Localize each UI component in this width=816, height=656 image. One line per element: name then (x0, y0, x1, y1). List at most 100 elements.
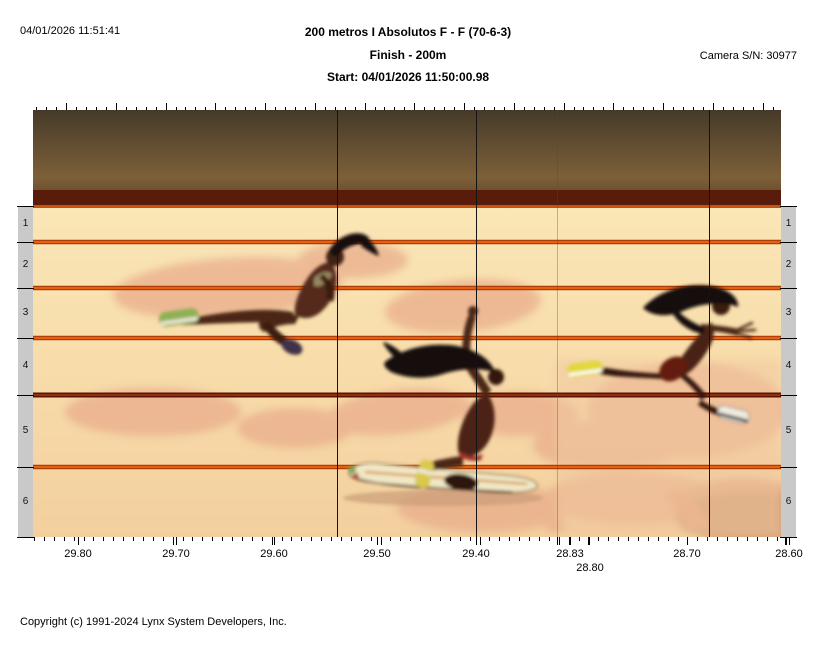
ruler-tick (722, 107, 724, 110)
ruler-tick (331, 537, 332, 541)
lane-divider (17, 206, 34, 207)
ruler-tick (746, 537, 748, 541)
ruler-tick (533, 107, 535, 110)
lane-divider (17, 288, 34, 289)
ruler-tick (623, 107, 625, 110)
ruler-tick (176, 537, 177, 545)
time-axis-label: 28.60 (775, 548, 803, 560)
lane-divider (780, 467, 797, 468)
runner-1-rear-shoe (158, 308, 199, 327)
ruler-tick (732, 107, 734, 110)
lane-divider (17, 242, 34, 243)
ruler-tick (657, 537, 659, 541)
ruler-tick (786, 537, 788, 545)
ruler-tick (275, 107, 276, 110)
ruler-tick (380, 537, 382, 545)
ruler-tick (165, 103, 167, 110)
ruler-tick (538, 537, 540, 541)
ruler-tick (687, 537, 688, 545)
ruler-tick (430, 537, 431, 541)
ruler-tick (202, 537, 204, 541)
runner-3-hair (643, 285, 739, 316)
runner-2-hand (468, 306, 478, 316)
ruler-tick (212, 537, 214, 541)
ruler-tick (142, 537, 144, 541)
ruler-tick (162, 537, 164, 541)
ruler-tick (454, 107, 456, 110)
ruler-tick (568, 537, 570, 545)
runner-3-hand (737, 321, 757, 340)
ruler-tick (489, 537, 491, 541)
runner-2-hair (384, 344, 495, 378)
ruler-tick (56, 107, 58, 110)
ruler-tick (483, 107, 485, 110)
ruler-tick (420, 537, 422, 541)
read-line[interactable] (709, 110, 710, 537)
ruler-tick (34, 537, 35, 541)
ruler-tick (557, 537, 558, 545)
ruler-tick (83, 537, 85, 541)
ruler-tick (377, 537, 378, 545)
time-ruler-top (33, 100, 781, 110)
lane-number: 6 (22, 496, 29, 507)
read-line[interactable] (337, 110, 338, 537)
ruler-tick (673, 107, 674, 110)
lane-gutter-left: 1 2 3 4 5 6 (17, 206, 34, 538)
lane-divider (780, 242, 797, 243)
ruler-tick (785, 537, 786, 545)
read-line[interactable] (476, 110, 477, 537)
ruler-tick (776, 537, 778, 541)
runner-2-silhouette (343, 306, 543, 506)
ruler-tick (682, 107, 684, 110)
time-axis-label: 28.83 (556, 548, 584, 560)
ruler-tick (311, 537, 313, 541)
ruler-tick (558, 537, 560, 545)
ruler-tick (205, 107, 207, 110)
ruler-tick (225, 107, 227, 110)
runner-3-silhouette (566, 285, 757, 424)
lane-number: 2 (22, 259, 29, 270)
ruler-tick (364, 103, 366, 110)
ruler-tick (340, 537, 342, 541)
ruler-tick (43, 537, 45, 541)
lane-number: 3 (785, 307, 792, 318)
ruler-tick (503, 107, 505, 110)
time-axis-label: 29.40 (462, 548, 490, 560)
ruler-tick (677, 537, 679, 541)
ruler-tick (291, 537, 293, 541)
ruler-tick (301, 537, 303, 541)
lane-number: 1 (785, 218, 792, 229)
lane-lines (33, 239, 781, 470)
runner-3-rear-shoe (566, 360, 603, 378)
lane-divider (17, 338, 34, 339)
ruler-tick (573, 107, 575, 110)
ruler-tick (232, 537, 233, 541)
ruler-tick (637, 537, 639, 541)
ruler-tick (294, 107, 296, 110)
ruler-tick (598, 537, 600, 541)
ruler-tick (251, 537, 253, 541)
ruler-tick (155, 107, 157, 110)
ruler-tick (513, 103, 515, 110)
background-band (33, 110, 781, 190)
lane-number: 4 (785, 360, 792, 371)
ruler-tick (692, 107, 694, 110)
ruler-tick (175, 107, 177, 110)
ruler-tick (321, 537, 323, 541)
ruler-tick (608, 537, 610, 541)
ruler-tick (589, 537, 590, 545)
finish-photo[interactable] (33, 110, 816, 544)
ruler-tick (215, 103, 217, 110)
start-time-line: Start: 04/01/2026 11:50:00.98 (326, 70, 490, 84)
ruler-tick (400, 537, 402, 541)
ruler-tick (152, 537, 154, 541)
lane-divider (17, 467, 34, 468)
ruler-tick (653, 107, 655, 110)
ruler-tick (499, 537, 501, 541)
ruler-tick (195, 107, 197, 110)
ruler-tick (583, 107, 585, 110)
splice-seam (557, 110, 558, 537)
ruler-tick (374, 107, 376, 110)
ruler-tick (479, 537, 481, 545)
